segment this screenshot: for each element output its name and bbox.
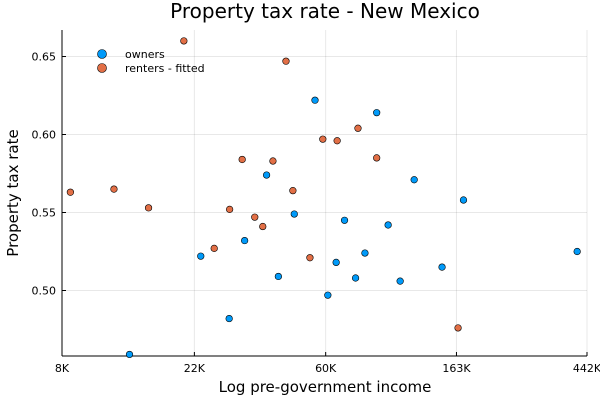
legend-label: owners (125, 48, 165, 61)
data-point (319, 135, 327, 143)
data-point (333, 137, 341, 145)
data-point (66, 188, 74, 196)
data-point (180, 37, 188, 45)
grid (61, 30, 588, 356)
y-axis-label: Property tax rate (4, 129, 22, 256)
data-point (289, 187, 297, 195)
x-tick-label: 60K (315, 362, 337, 375)
data-point (354, 124, 362, 132)
chart-title: Property tax rate - New Mexico (170, 0, 480, 23)
data-point (225, 314, 233, 323)
data-point (454, 324, 462, 332)
data-point (373, 154, 381, 162)
data-point (197, 252, 205, 260)
data-point (241, 236, 249, 245)
y-tick-label: 0.55 (32, 206, 57, 219)
data-point (459, 196, 468, 204)
data-point (125, 350, 134, 359)
data-point (144, 204, 153, 212)
data-point (332, 258, 340, 267)
y-tick-label: 0.60 (32, 129, 57, 142)
series-renters-fitted (66, 37, 462, 332)
data-point (210, 244, 218, 252)
data-point (361, 249, 369, 257)
y-tick-label: 0.65 (32, 51, 57, 64)
data-point (410, 176, 418, 184)
data-point (269, 157, 277, 165)
data-point (373, 109, 381, 117)
x-tick-label: 442K (573, 362, 600, 375)
data-point (274, 272, 282, 281)
plot-frame (61, 30, 587, 357)
series-owners (125, 96, 581, 359)
data-point (110, 185, 118, 193)
x-axis: 8K 22K 60K 163K 442K (55, 352, 600, 375)
data-point (573, 247, 581, 256)
legend-label: renters - fitted (125, 62, 205, 75)
legend-marker (97, 63, 107, 73)
data-point (324, 291, 332, 299)
data-points (66, 37, 581, 359)
data-point (262, 171, 271, 179)
data-point (290, 210, 298, 218)
data-point (340, 216, 349, 224)
data-point (396, 277, 404, 285)
data-point (384, 221, 392, 229)
data-point (351, 274, 360, 282)
legend-marker (97, 49, 107, 59)
data-point (311, 96, 319, 104)
data-point (259, 222, 267, 231)
y-tick-label: 0.50 (32, 284, 57, 297)
data-point (226, 205, 234, 213)
x-tick-label: 8K (55, 362, 70, 375)
x-tick-label: 22K (184, 362, 206, 375)
data-point (306, 254, 314, 262)
data-point (438, 263, 446, 271)
data-point (282, 57, 290, 65)
x-axis-label: Log pre-government income (219, 378, 432, 396)
x-tick-label: 163K (442, 362, 471, 375)
data-point (251, 213, 259, 221)
y-axis: 0.50 0.55 0.60 0.65 (32, 51, 66, 297)
data-point (238, 155, 246, 164)
